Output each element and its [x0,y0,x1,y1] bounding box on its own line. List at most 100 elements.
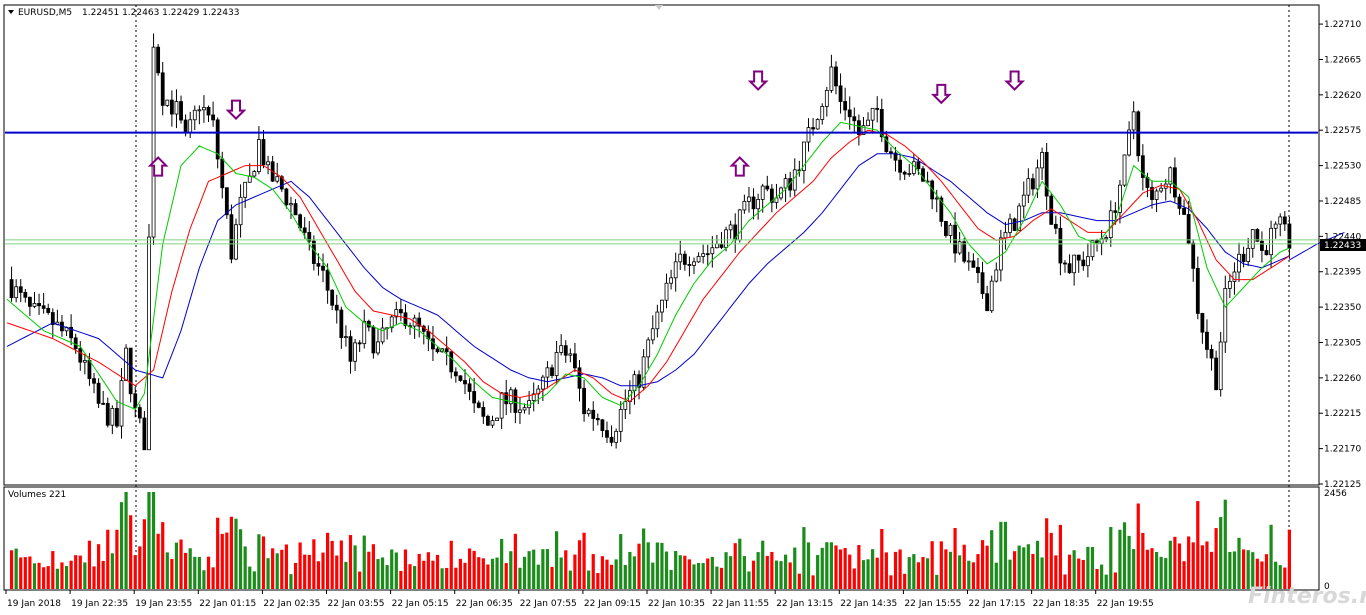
candle-body [1085,256,1090,267]
current-price-badge [1320,239,1366,251]
candle-body [513,389,518,413]
volume-bar [903,573,907,589]
volume-bar [413,566,417,589]
volume-bar [165,552,169,589]
volume-bar [1242,549,1246,589]
candle-body [884,136,889,153]
candle-body [1076,254,1081,261]
volume-bar [1045,518,1049,589]
volume-bar [339,540,343,589]
candle-body [1031,178,1035,190]
volume-bar [953,528,957,589]
candle-body [966,260,971,263]
x-axis-tick-label: 22 Jan 11:55 [712,599,769,609]
volume-bar [825,542,829,589]
volume-bar [1113,572,1117,589]
candle-body [600,419,605,431]
candle-body [879,109,884,138]
candle-body [976,266,980,274]
candle-body [96,382,101,404]
candle-body [256,139,261,172]
volume-bar [710,556,714,589]
candle-body [902,171,907,175]
volume-bar [967,560,971,589]
candle-body [669,277,673,284]
candle-body [893,152,898,161]
candle-body [866,119,870,127]
x-axis-tick-label: 19 Jan 22:35 [71,599,128,609]
candle-body [508,389,513,405]
volume-bar [683,555,687,589]
volume-bar [719,567,724,589]
volume-bar [925,558,930,589]
volume-bar [628,551,632,589]
volume-bar [587,570,591,589]
volume-bar [591,554,595,589]
volume-pane [3,486,1320,591]
volume-bar [1063,574,1067,589]
volume-bar [889,575,893,589]
candle-body [696,255,701,263]
volume-bar [275,553,279,589]
candle-body [1223,288,1228,343]
candle-body [174,101,179,115]
volume-bar [1022,547,1026,589]
x-axis-tick-label: 22 Jan 09:15 [584,599,641,609]
candle-body [806,127,811,143]
volume-bar [971,562,975,589]
volume-bar [1232,551,1237,589]
volume-bar [481,558,485,589]
candle-body [179,101,183,121]
candle-body [476,402,481,408]
candle-body [687,264,692,266]
volume-bar [871,549,875,589]
volume-bar [37,562,41,589]
volume-bar [1209,551,1214,589]
volume-bar [440,568,444,589]
shift-marker-icon[interactable] [655,5,663,10]
volume-bar [550,566,554,589]
candle-body [481,407,486,417]
volume-bar [545,549,550,589]
candle-body [834,66,838,87]
candle-body [1250,229,1255,249]
volume-bar [1072,550,1076,589]
volume-bar [1132,549,1136,589]
candle-body [1154,190,1159,200]
candle-body [330,289,335,306]
volume-bar [1026,544,1030,589]
candle-body [1209,349,1214,359]
y-axis-tick-label: 1.22260 [1324,374,1361,384]
volume-bar [115,529,119,589]
volume-bar [133,555,137,589]
candle-body [220,158,225,189]
volume-bar [303,554,307,589]
volume-bar [669,569,673,589]
volume-bar [848,554,852,589]
symbol-menu-icon[interactable] [8,10,14,14]
volume-bar [358,571,362,589]
x-axis-tick-label: 22 Jan 19:55 [1097,599,1154,609]
volume-bar [344,561,348,589]
candle-body [137,407,142,419]
volume-bar [472,550,476,589]
volume-bar [788,562,792,589]
volume-bar [92,566,96,589]
candle-body [623,401,628,410]
volume-bar [651,562,655,589]
candle-body [568,353,573,356]
volume-bar [490,558,495,589]
candle-body [1145,177,1150,188]
volume-bar [614,559,618,589]
ma-slow-line [6,153,1290,387]
volume-bar [129,515,133,589]
candle-body [1200,313,1205,333]
candle-body [1067,263,1072,274]
volume-bar [69,560,73,589]
volume-bar [316,561,321,589]
candle-body [87,360,92,380]
volume-bar [170,558,174,589]
volume-bar [326,532,330,589]
volume-bar [64,565,69,589]
